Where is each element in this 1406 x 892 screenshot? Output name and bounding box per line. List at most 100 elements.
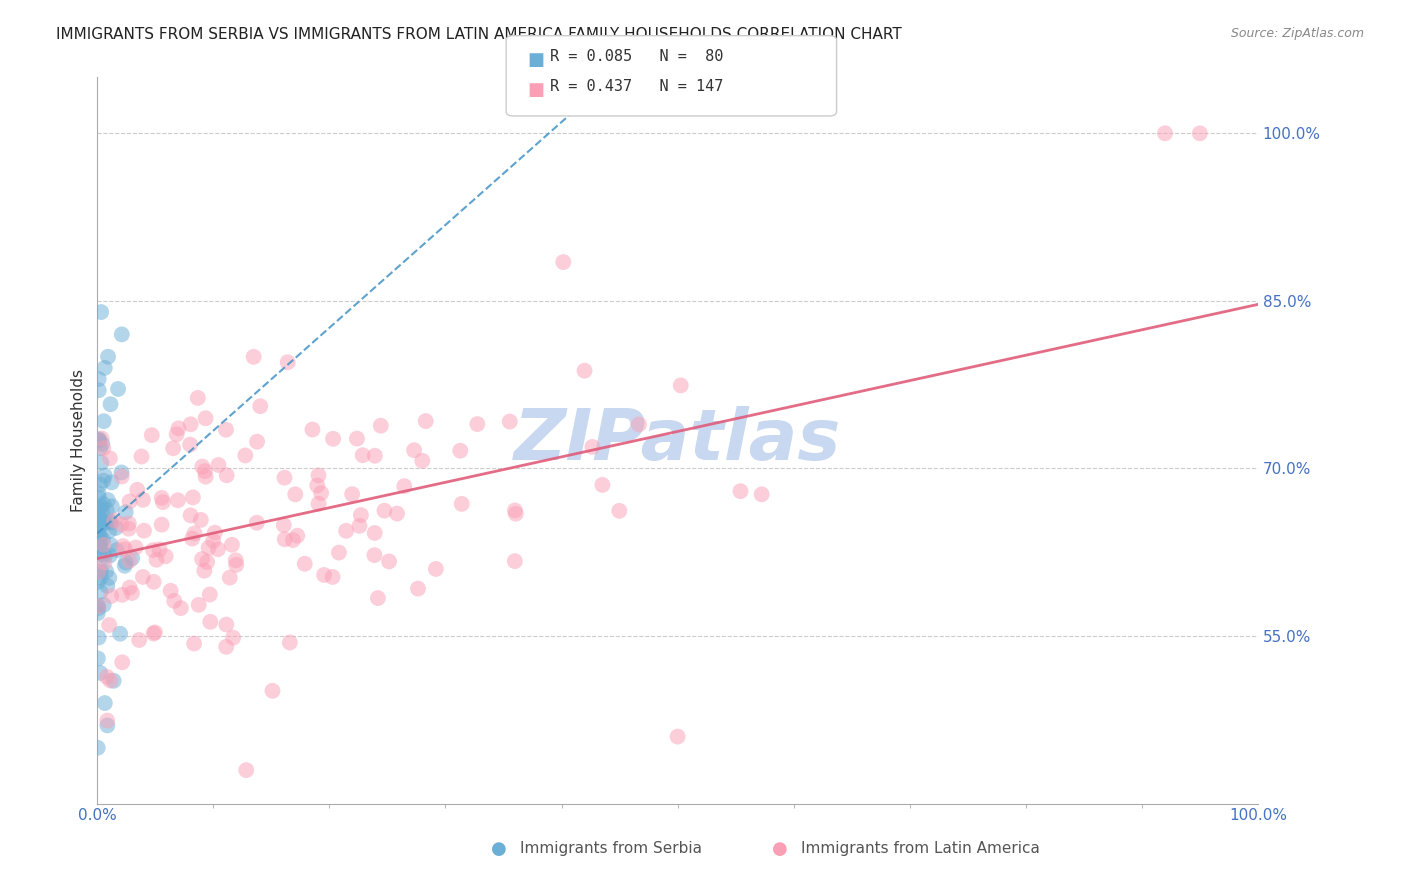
Point [370, 418, 392, 433]
Point [503, 503, 526, 517]
Point [114, 556, 136, 570]
Point [499, 415, 522, 429]
Point [87, 522, 110, 536]
Text: R = 0.085   N =  80: R = 0.085 N = 80 [550, 49, 723, 64]
Point [273, 470, 295, 484]
Point [111, 469, 134, 483]
Point [96, 670, 118, 684]
Point [278, 635, 301, 649]
Point [87, 433, 110, 447]
Point [607, 504, 630, 518]
Point [215, 423, 238, 437]
Point [349, 519, 371, 533]
Point [273, 533, 295, 547]
Point [87, 519, 110, 533]
Point [91, 533, 114, 547]
Point [98, 524, 121, 538]
Point [89, 548, 111, 562]
Point [87, 537, 110, 551]
Point [131, 450, 153, 464]
Point [121, 586, 143, 600]
Point [207, 458, 229, 472]
Point [107, 382, 129, 396]
Point [170, 601, 193, 615]
Text: ■: ■ [527, 51, 544, 69]
Point [86, 599, 108, 613]
Point [449, 443, 471, 458]
Point [233, 449, 256, 463]
Point [111, 588, 134, 602]
Point [194, 469, 217, 483]
Point [364, 525, 387, 540]
Point [96, 718, 118, 732]
Point [93, 468, 115, 483]
Point [215, 640, 238, 654]
Point [167, 421, 190, 435]
Point [367, 591, 389, 605]
Point [98, 549, 121, 563]
Point [89, 528, 111, 542]
Point [162, 442, 184, 456]
Point [118, 581, 141, 595]
Point [90, 584, 112, 599]
Point [118, 522, 141, 536]
Point [94, 516, 117, 531]
Point [103, 673, 125, 688]
Point [89, 539, 111, 553]
Point [202, 533, 225, 548]
Point [284, 487, 307, 501]
Point [222, 631, 245, 645]
Point [322, 570, 344, 584]
Point [111, 327, 134, 342]
Point [225, 558, 247, 572]
Point [328, 545, 350, 559]
Point [93, 598, 115, 612]
Point [730, 484, 752, 499]
Y-axis label: Family Households: Family Households [72, 369, 86, 512]
Point [96, 565, 118, 579]
Text: ZIPatlas: ZIPatlas [515, 406, 841, 475]
Point [96, 579, 118, 593]
Point [415, 414, 437, 428]
Point [91, 515, 114, 529]
Point [90, 500, 112, 514]
Point [179, 437, 201, 451]
Point [100, 538, 122, 552]
Point [167, 493, 190, 508]
Point [285, 529, 308, 543]
Text: IMMIGRANTS FROM SERBIA VS IMMIGRANTS FROM LATIN AMERICA FAMILY HOUSEHOLDS CORREL: IMMIGRANTS FROM SERBIA VS IMMIGRANTS FRO… [56, 27, 903, 42]
Point [94, 515, 117, 529]
Point [86, 740, 108, 755]
Point [308, 468, 330, 483]
Point [89, 536, 111, 550]
Point [93, 474, 115, 488]
Point [101, 500, 124, 514]
Point [180, 417, 202, 432]
Point [111, 539, 134, 553]
Point [1188, 126, 1211, 140]
Point [97, 493, 120, 508]
Point [363, 548, 385, 562]
Point [103, 513, 125, 527]
Point [335, 524, 357, 538]
Point [94, 360, 117, 375]
Point [392, 479, 415, 493]
Point [221, 538, 243, 552]
Point [145, 553, 167, 567]
Point [187, 598, 209, 612]
Point [273, 518, 295, 533]
Point [281, 533, 304, 547]
Point [195, 555, 218, 569]
Point [378, 554, 401, 568]
Point [373, 503, 395, 517]
Point [89, 502, 111, 516]
Point [89, 441, 111, 455]
Point [87, 432, 110, 446]
Point [96, 503, 118, 517]
Point [322, 432, 344, 446]
Point [406, 582, 429, 596]
Point [246, 516, 269, 530]
Point [98, 451, 121, 466]
Point [467, 417, 489, 431]
Point [200, 615, 222, 629]
